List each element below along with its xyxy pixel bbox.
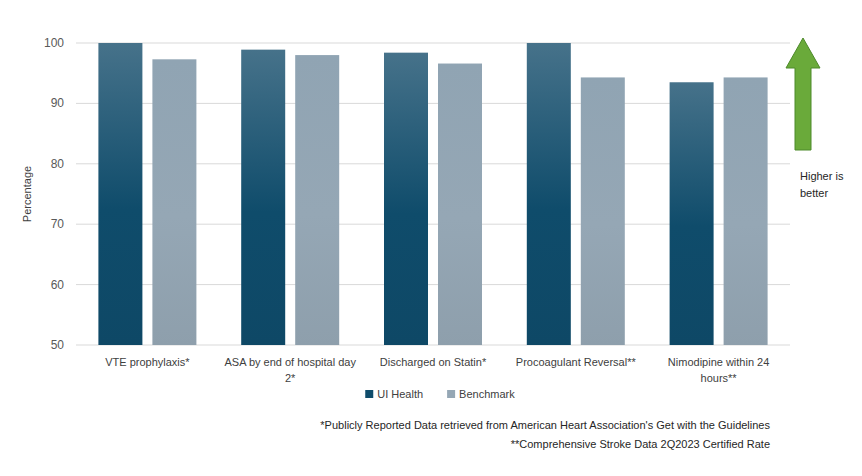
legend-label: UI Health	[377, 388, 423, 400]
footnote: *Publicly Reported Data retrieved from A…	[320, 419, 770, 431]
y-tick-label: 60	[51, 278, 65, 292]
bar	[438, 64, 482, 345]
bar	[152, 59, 196, 345]
legend-label: Benchmark	[459, 388, 515, 400]
bar	[295, 55, 339, 345]
y-tick-label: 50	[51, 338, 65, 352]
y-tick-label: 90	[51, 96, 65, 110]
bar	[98, 43, 142, 345]
legend: UI Health Benchmark	[365, 388, 515, 400]
bar	[527, 43, 571, 345]
y-tick-label: 80	[51, 157, 65, 171]
bar	[724, 77, 768, 345]
grid-line	[76, 43, 790, 44]
text-line: Procoagulant Reversal**	[516, 356, 637, 368]
legend-swatch	[365, 390, 373, 398]
text-line: hours**	[701, 372, 738, 384]
bar	[581, 77, 625, 345]
text-line: ASA by end of hospital day	[224, 356, 356, 368]
bar	[670, 82, 714, 345]
text-line: Higher is	[800, 170, 844, 182]
bar	[241, 50, 285, 345]
text-line: VTE prophylaxis*	[105, 356, 190, 368]
x-tick-label: Procoagulant Reversal**	[516, 356, 637, 368]
x-tick-label: VTE prophylaxis*	[105, 356, 190, 368]
text-line: better	[800, 187, 828, 199]
bar	[384, 53, 428, 345]
annotation: Higher is better	[800, 170, 844, 199]
x-tick-label: Discharged on Statin*	[380, 356, 487, 368]
y-tick-label: 100	[44, 36, 64, 50]
chart: 50 60 70 80 90 100 Percentage VTE prophylaxis* A…	[0, 0, 862, 476]
x-tick-label: Nimodipine within 24 hours**	[668, 356, 770, 384]
legend-swatch	[447, 390, 455, 398]
bars	[98, 43, 767, 345]
arrow	[786, 38, 820, 150]
text-line: Discharged on Statin*	[380, 356, 487, 368]
y-axis-label: Percentage	[21, 166, 33, 222]
text-line: Nimodipine within 24	[668, 356, 770, 368]
y-tick-label: 70	[51, 217, 65, 231]
text-line: 2*	[285, 372, 296, 384]
footnote: **Comprehensive Stroke Data 2Q2023 Certi…	[511, 438, 770, 450]
x-tick-label: ASA by end of hospital day 2*	[224, 356, 356, 384]
